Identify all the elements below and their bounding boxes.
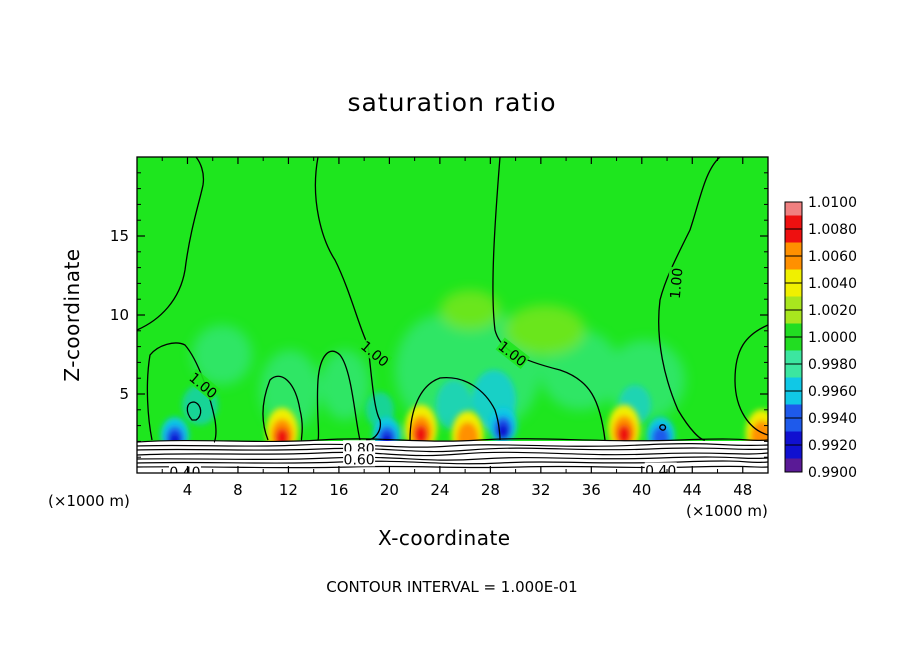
x-axis-label: X-coordinate: [378, 526, 511, 550]
x-tick-label-3: 16: [329, 481, 348, 499]
contour-label-5: 0.60: [343, 451, 376, 468]
colorbar-label-5: 1.0000: [808, 330, 857, 346]
contour-label-3: 1.00: [666, 266, 687, 300]
colorbar-swatch-0a: [785, 445, 802, 459]
x-tick-label-11: 48: [733, 481, 752, 499]
colorbar-swatch-6a: [785, 283, 802, 297]
x-tick-label-2: 12: [279, 481, 298, 499]
colorbar-swatch-8b: [785, 242, 802, 256]
x-tick-label-4: 20: [380, 481, 399, 499]
colorbar-swatch-2a: [785, 391, 802, 405]
contour-label-bg: [666, 266, 685, 300]
colorbar-label-9: 1.0080: [808, 222, 857, 238]
x-tick-label-6: 28: [481, 481, 500, 499]
y-axis-ticks: 5 10 15: [110, 172, 768, 458]
anomaly-high-core-1: [413, 424, 428, 445]
colorbar-swatch-5b: [785, 323, 802, 337]
anomaly-high-core-3: [617, 424, 632, 445]
contour-label-text: 0.40: [169, 465, 200, 481]
colorbar-swatch-9b: [785, 215, 802, 229]
x-tick-label-7: 32: [531, 481, 550, 499]
colorbar-swatch-5a: [785, 310, 802, 324]
colorbar-label-2: 0.9940: [808, 411, 857, 427]
colorbar-swatch-4a: [785, 337, 802, 351]
colorbar-label-4: 0.9980: [808, 357, 857, 373]
x-unit-label-left: (×1000 m): [48, 492, 130, 510]
x-tick-label-10: 44: [683, 481, 702, 499]
x-unit-label-right: (×1000 m): [686, 502, 768, 520]
colorbar: 0.9900 0.9920 0.9940 0.9960 0.9980 1.0000 1.00…: [784, 195, 857, 481]
colorbar-swatch-7a: [785, 256, 802, 270]
low-contour-lines: [137, 438, 768, 469]
contour-label-text: 1.00: [668, 267, 687, 299]
colorbar-swatch-1a: [785, 418, 802, 432]
colorbar-swatch-0b: [785, 458, 802, 472]
x-tick-label-5: 24: [430, 481, 449, 499]
contour-label-bg: [168, 464, 201, 473]
colorbar-swatch-4b: [785, 350, 802, 364]
contour-label-text: 0.60: [344, 452, 375, 468]
colorbar-swatch-7b: [785, 269, 802, 283]
x-axis-ticks: 4 8 12 16 20 24 28 32 36 40 44 48: [161, 157, 752, 499]
x-tick-label-0: 4: [183, 481, 193, 499]
chart-title: saturation ratio: [347, 88, 557, 117]
contour-label-bg: [644, 462, 677, 473]
y-tick-label-0: 5: [119, 385, 129, 403]
colorbar-label-7: 1.0040: [808, 276, 857, 292]
contour-label-text: 0.40: [645, 463, 676, 479]
colorbar-label-1: 0.9920: [808, 438, 857, 454]
colorbar-swatch-2b: [785, 404, 802, 418]
saturation-field: 1.001.00 1.001.000.800.600.40 0.40: [137, 157, 768, 481]
contour-label-bg: [186, 368, 221, 401]
x-tick-label-8: 36: [582, 481, 601, 499]
x-tick-label-1: 8: [233, 481, 243, 499]
contour-interval-note: CONTOUR INTERVAL = 1.000E-01: [326, 578, 578, 596]
y-tick-label-2: 15: [110, 227, 129, 245]
colorbar-swatch-3a: [785, 364, 802, 378]
colorbar-swatch-6b: [785, 296, 802, 310]
colorbar-label-8: 1.0060: [808, 249, 857, 265]
colorbar-label-3: 0.9960: [808, 384, 857, 400]
colorbar-swatch-3b: [785, 377, 802, 391]
contour-label-bg: [343, 451, 376, 467]
y-tick-label-1: 10: [110, 306, 129, 324]
colorbar-swatch-1b: [785, 431, 802, 445]
colorbar-label-0: 0.9900: [808, 465, 857, 481]
contour-label-bg: [495, 337, 530, 370]
contour-label-6: 0.40: [168, 464, 201, 481]
colorbar-label-10: 1.0100: [808, 195, 857, 211]
colorbar-label-6: 1.0020: [808, 303, 857, 319]
colorbar-swatch-8a: [785, 229, 802, 243]
contour-label-bg: [358, 337, 393, 370]
contour-label-7: 0.40: [644, 462, 677, 479]
colorbar-swatch-9a: [785, 202, 802, 216]
x-tick-label-9: 40: [632, 481, 651, 499]
